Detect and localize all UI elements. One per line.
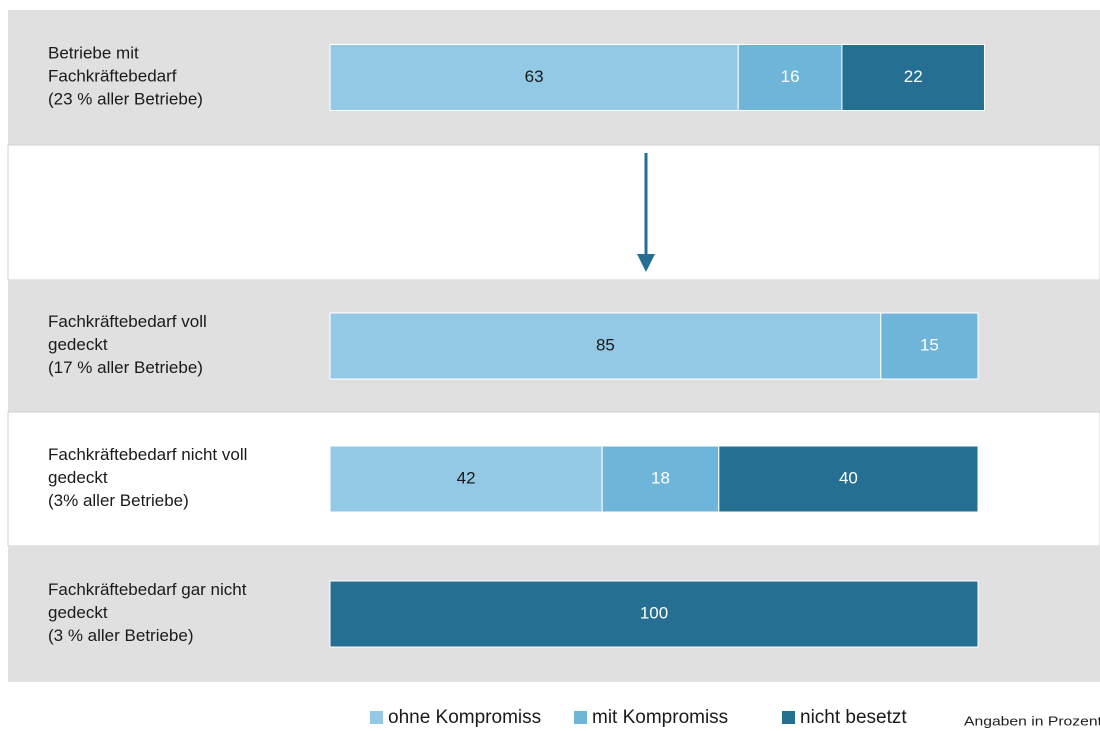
category-label-line: Fachkräftebedarf voll [48,312,207,331]
arrow-head [637,254,655,272]
bar-segment [329,445,603,513]
value-label: 22 [904,67,923,86]
category-label-line: gedeckt [48,335,108,354]
value-label: 100 [640,603,668,622]
bar-segment [841,44,985,111]
category-label: Fachkräftebedarf voll gedeckt (17 % aller … [48,312,207,377]
category-label-line: Fachkräftebedarf gar nicht [48,580,247,599]
bar-segment [601,445,720,513]
value-label: 40 [839,468,858,487]
legend-label: mit Kompromiss [592,707,728,728]
value-label: 85 [596,335,615,354]
value-label: 18 [651,468,670,487]
bar-segment [880,312,979,380]
category-label: Betriebe mit Fachkräftebedarf (23 % aller … [48,44,203,109]
bar-segment [737,44,843,111]
legend-swatch [574,711,587,724]
bar-segment [718,445,979,513]
bar-segment [329,580,979,648]
legend-swatch [782,711,795,724]
category-label-line: Betriebe mit [48,44,139,63]
category-label-line: Fachkräftebedarf nicht voll [48,445,247,464]
value-label: 63 [525,67,544,86]
bar-segment [329,44,739,111]
value-label: 15 [920,335,939,354]
category-label-line: (3% aller Betriebe) [48,491,189,510]
legend-label: nicht besetzt [800,707,907,728]
value-label: 16 [781,67,800,86]
legend-swatch [370,711,383,724]
spacer-row [7,144,1100,281]
legend-label: ohne Kompromiss [388,707,541,728]
category-label-line: Fachkräftebedarf [48,67,177,86]
category-label-line: (23 % aller Betriebe) [48,90,203,109]
value-label: 42 [457,468,476,487]
note: Angaben in Prozent [964,713,1100,728]
category-label-line: (17 % aller Betriebe) [48,358,203,377]
category-label-line: (3 % aller Betriebe) [48,626,194,645]
category-label: Fachkräftebedarf nicht voll gedeckt (3% al… [48,445,247,510]
category-label-line: gedeckt [48,603,108,622]
bar-segment [329,312,882,380]
category-label: Fachkräftebedarf gar nicht gedeckt (3 % al… [48,580,247,645]
category-label-line: gedeckt [48,468,108,487]
